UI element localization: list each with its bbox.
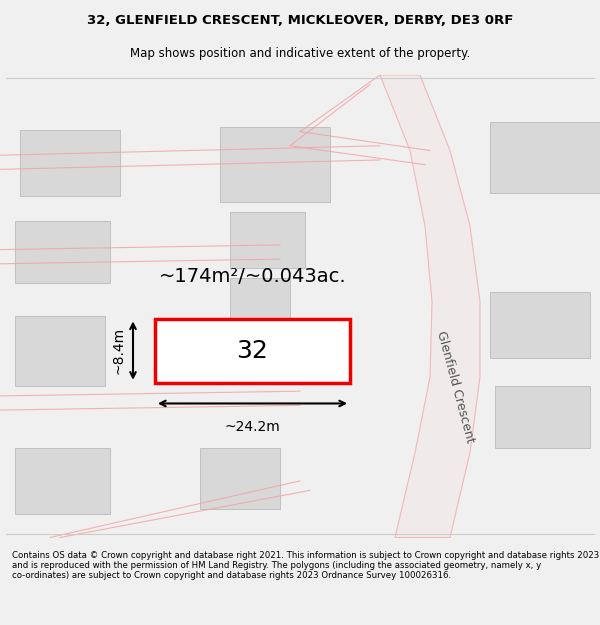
Bar xyxy=(15,448,110,514)
Bar xyxy=(490,292,590,358)
Bar xyxy=(20,130,120,196)
Bar xyxy=(220,127,330,202)
Bar xyxy=(155,319,350,382)
Bar xyxy=(230,278,290,325)
Bar xyxy=(490,122,600,193)
Text: ~24.2m: ~24.2m xyxy=(224,421,280,434)
Bar xyxy=(495,386,590,448)
Text: Map shows position and indicative extent of the property.: Map shows position and indicative extent… xyxy=(130,48,470,61)
Bar xyxy=(230,212,305,269)
Text: Glenfield Crescent: Glenfield Crescent xyxy=(434,329,476,444)
Text: ~174m²/~0.043ac.: ~174m²/~0.043ac. xyxy=(158,266,346,286)
Bar xyxy=(15,316,105,386)
Text: ~8.4m: ~8.4m xyxy=(111,327,125,374)
Text: 32: 32 xyxy=(236,339,268,362)
Text: Contains OS data © Crown copyright and database right 2021. This information is : Contains OS data © Crown copyright and d… xyxy=(12,551,599,581)
Polygon shape xyxy=(380,75,480,538)
Bar xyxy=(15,221,110,282)
Text: 32, GLENFIELD CRESCENT, MICKLEOVER, DERBY, DE3 0RF: 32, GLENFIELD CRESCENT, MICKLEOVER, DERB… xyxy=(87,14,513,28)
Bar xyxy=(200,448,280,509)
